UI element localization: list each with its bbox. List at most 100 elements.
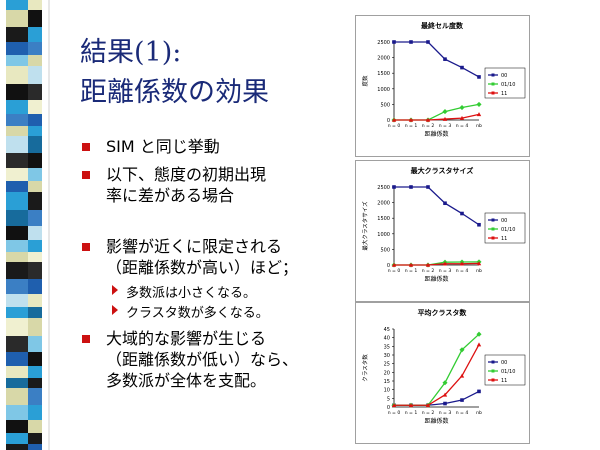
series-line — [394, 262, 480, 266]
legend: 00 01/10 11 — [484, 354, 526, 386]
data-point — [443, 57, 447, 61]
data-point — [476, 331, 482, 337]
legend-label: 00 — [501, 73, 507, 79]
legend-label: 01/10 — [501, 82, 515, 88]
data-point — [408, 117, 414, 122]
bullet-text: 率に差がある場合 — [106, 186, 235, 205]
bullet-marker — [82, 335, 90, 343]
data-point — [476, 261, 482, 266]
chart-title: 最終セル度数 — [421, 21, 464, 30]
data-point — [477, 75, 481, 79]
data-point — [409, 185, 413, 189]
legend-marker — [491, 378, 495, 382]
x-axis-label: 距離係数 — [424, 130, 448, 138]
x-tick-label: n = 2 — [422, 123, 435, 129]
legend-marker — [491, 91, 495, 95]
legend-marker — [491, 73, 495, 77]
chart-title: 平均クラスタ数 — [418, 308, 468, 317]
x-tick-label: n = 4 — [456, 410, 469, 416]
x-axis-label: 距離係数 — [424, 275, 448, 283]
x-tick-label: n = 2 — [422, 268, 435, 274]
data-point — [460, 211, 464, 216]
series-line — [394, 344, 480, 406]
x-tick-label: n = 3 — [439, 268, 452, 274]
decorative-stripe — [6, 0, 50, 450]
legend-label: 00 — [501, 360, 507, 366]
data-point — [459, 261, 465, 266]
x-tick-label: n = 4 — [456, 123, 469, 129]
y-tick-label: 1000 — [377, 232, 390, 238]
data-point — [426, 185, 430, 189]
sub-bullet-text: 多数派は小さくなる。 — [126, 286, 257, 301]
legend-label: 00 — [501, 218, 507, 224]
bullet-text: （距離係数が高い）ほど； — [106, 258, 299, 277]
data-point — [442, 109, 448, 115]
data-point — [391, 117, 397, 122]
chart-title: 最大クラスタサイズ — [411, 166, 474, 175]
data-point — [442, 261, 448, 266]
x-tick-label: nb — [476, 410, 482, 416]
y-tick-label: 40 — [384, 336, 390, 342]
chart-svg: 最大クラスタサイズ 0 500 1000 1500 2000 2500 n = 0 n = 1 n… — [361, 166, 526, 283]
legend-marker — [491, 227, 495, 231]
x-tick-label: n = 4 — [456, 268, 469, 274]
data-point — [460, 65, 464, 70]
y-tick-label: 25 — [384, 362, 390, 368]
chart-max-cluster-size: 最大クラスタサイズ 0 500 1000 1500 2000 2500 n = 0 n = 1 n… — [355, 160, 530, 302]
chart-svg: 平均クラスタ数 0 5 10 15 20 25 30 35 40 45 n = 0 n = 1 n = 2… — [361, 308, 526, 425]
legend-label: 11 — [501, 378, 507, 384]
y-tick-label: 2500 — [377, 185, 390, 191]
bullet-text: SIM と同じ挙動 — [106, 137, 220, 156]
series-line — [394, 186, 480, 226]
series-line — [394, 333, 480, 406]
legend-label: 01/10 — [501, 227, 515, 233]
y-tick-label: 45 — [384, 327, 390, 333]
data-point — [460, 398, 464, 402]
x-tick-label: nb — [476, 123, 482, 129]
legend-label: 11 — [501, 91, 507, 97]
x-tick-label: n = 3 — [439, 410, 452, 416]
legend-marker — [491, 236, 495, 240]
legend-label: 11 — [501, 236, 507, 242]
bullet-text: 多数派が全体を支配。 — [106, 371, 267, 390]
y-tick-label: 5 — [387, 396, 390, 402]
slide-title-line-2: 距離係数の効果 — [80, 77, 269, 108]
data-point — [425, 403, 431, 408]
data-point — [443, 201, 447, 206]
data-point — [426, 40, 430, 44]
data-point — [392, 40, 396, 44]
data-point — [408, 262, 414, 267]
y-tick-label: 0 — [387, 118, 390, 124]
bullet-text: 以下、態度の初期出現 — [106, 165, 267, 184]
sub-bullet-marker — [112, 285, 118, 295]
y-tick-label: 15 — [384, 379, 390, 385]
data-point — [443, 401, 447, 406]
data-point — [459, 373, 465, 378]
y-tick-label: 500 — [380, 247, 390, 253]
data-point — [476, 342, 482, 347]
slide-title-line-1: 結果(1): — [80, 37, 182, 68]
y-tick-label: 2500 — [377, 40, 390, 46]
data-point — [459, 104, 465, 111]
data-point — [391, 262, 397, 267]
data-point — [391, 403, 397, 408]
y-tick-label: 30 — [384, 353, 390, 359]
data-point — [476, 101, 482, 107]
bullet-text: 大域的な影響が生じる — [106, 329, 267, 348]
legend-label: 01/10 — [501, 369, 515, 375]
data-point — [442, 392, 448, 397]
x-tick-label: n = 2 — [422, 410, 435, 416]
y-tick-label: 500 — [380, 102, 390, 108]
y-axis-label: クラスタ数 — [361, 354, 369, 382]
x-tick-label: n = 3 — [439, 123, 452, 129]
x-tick-label: n = 0 — [388, 123, 401, 129]
data-point — [476, 112, 482, 117]
data-point — [477, 222, 481, 227]
x-tick-label: n = 0 — [388, 268, 401, 274]
y-tick-label: 1000 — [377, 87, 390, 93]
bullet-text: （距離係数が低い）なら、 — [106, 350, 299, 369]
x-tick-label: n = 1 — [405, 268, 418, 274]
y-tick-label: 10 — [384, 388, 390, 394]
legend-marker — [491, 218, 495, 222]
